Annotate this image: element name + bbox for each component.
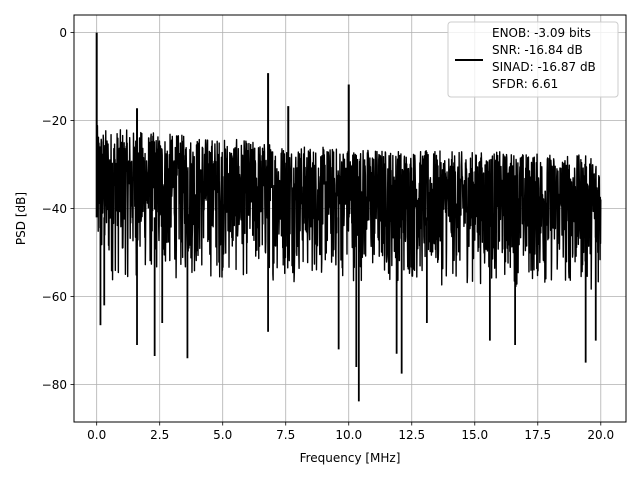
x-tick-label: 20.0	[587, 428, 614, 442]
y-tick-label: −40	[42, 202, 67, 216]
x-axis-ticks: 0.0 2.5 5.0 7.5 10.0 12.5 15.0 17.5 20.0	[87, 422, 614, 442]
y-tick-label: −60	[42, 290, 67, 304]
y-tick-label: 0	[59, 26, 67, 40]
x-tick-label: 10.0	[335, 428, 362, 442]
legend-enob: ENOB: -3.09 bits	[492, 26, 591, 40]
x-tick-label: 17.5	[524, 428, 551, 442]
legend-box	[447, 21, 619, 98]
y-axis-ticks: 0 −20 −40 −60 −80	[42, 26, 74, 392]
x-tick-label: 5.0	[213, 428, 232, 442]
x-tick-label: 15.0	[461, 428, 488, 442]
x-axis-label: Frequency [MHz]	[300, 451, 401, 465]
x-tick-label: 2.5	[150, 428, 169, 442]
psd-trace	[95, 32, 602, 402]
y-axis-label: PSD [dB]	[14, 192, 28, 245]
legend-sfdr: SFDR: 6.61	[492, 77, 558, 91]
legend-sinad: SINAD: -16.87 dB	[492, 60, 596, 74]
x-tick-label: 12.5	[398, 428, 425, 442]
x-tick-label: 7.5	[276, 428, 295, 442]
plot-frame	[73, 14, 627, 423]
legend-snr: SNR: -16.84 dB	[492, 43, 583, 57]
legend: ENOB: -3.09 bits SNR: -16.84 dB SINAD: -…	[447, 21, 619, 98]
y-tick-label: −20	[42, 114, 67, 128]
x-tick-label: 0.0	[87, 428, 106, 442]
y-tick-label: −80	[42, 378, 67, 392]
